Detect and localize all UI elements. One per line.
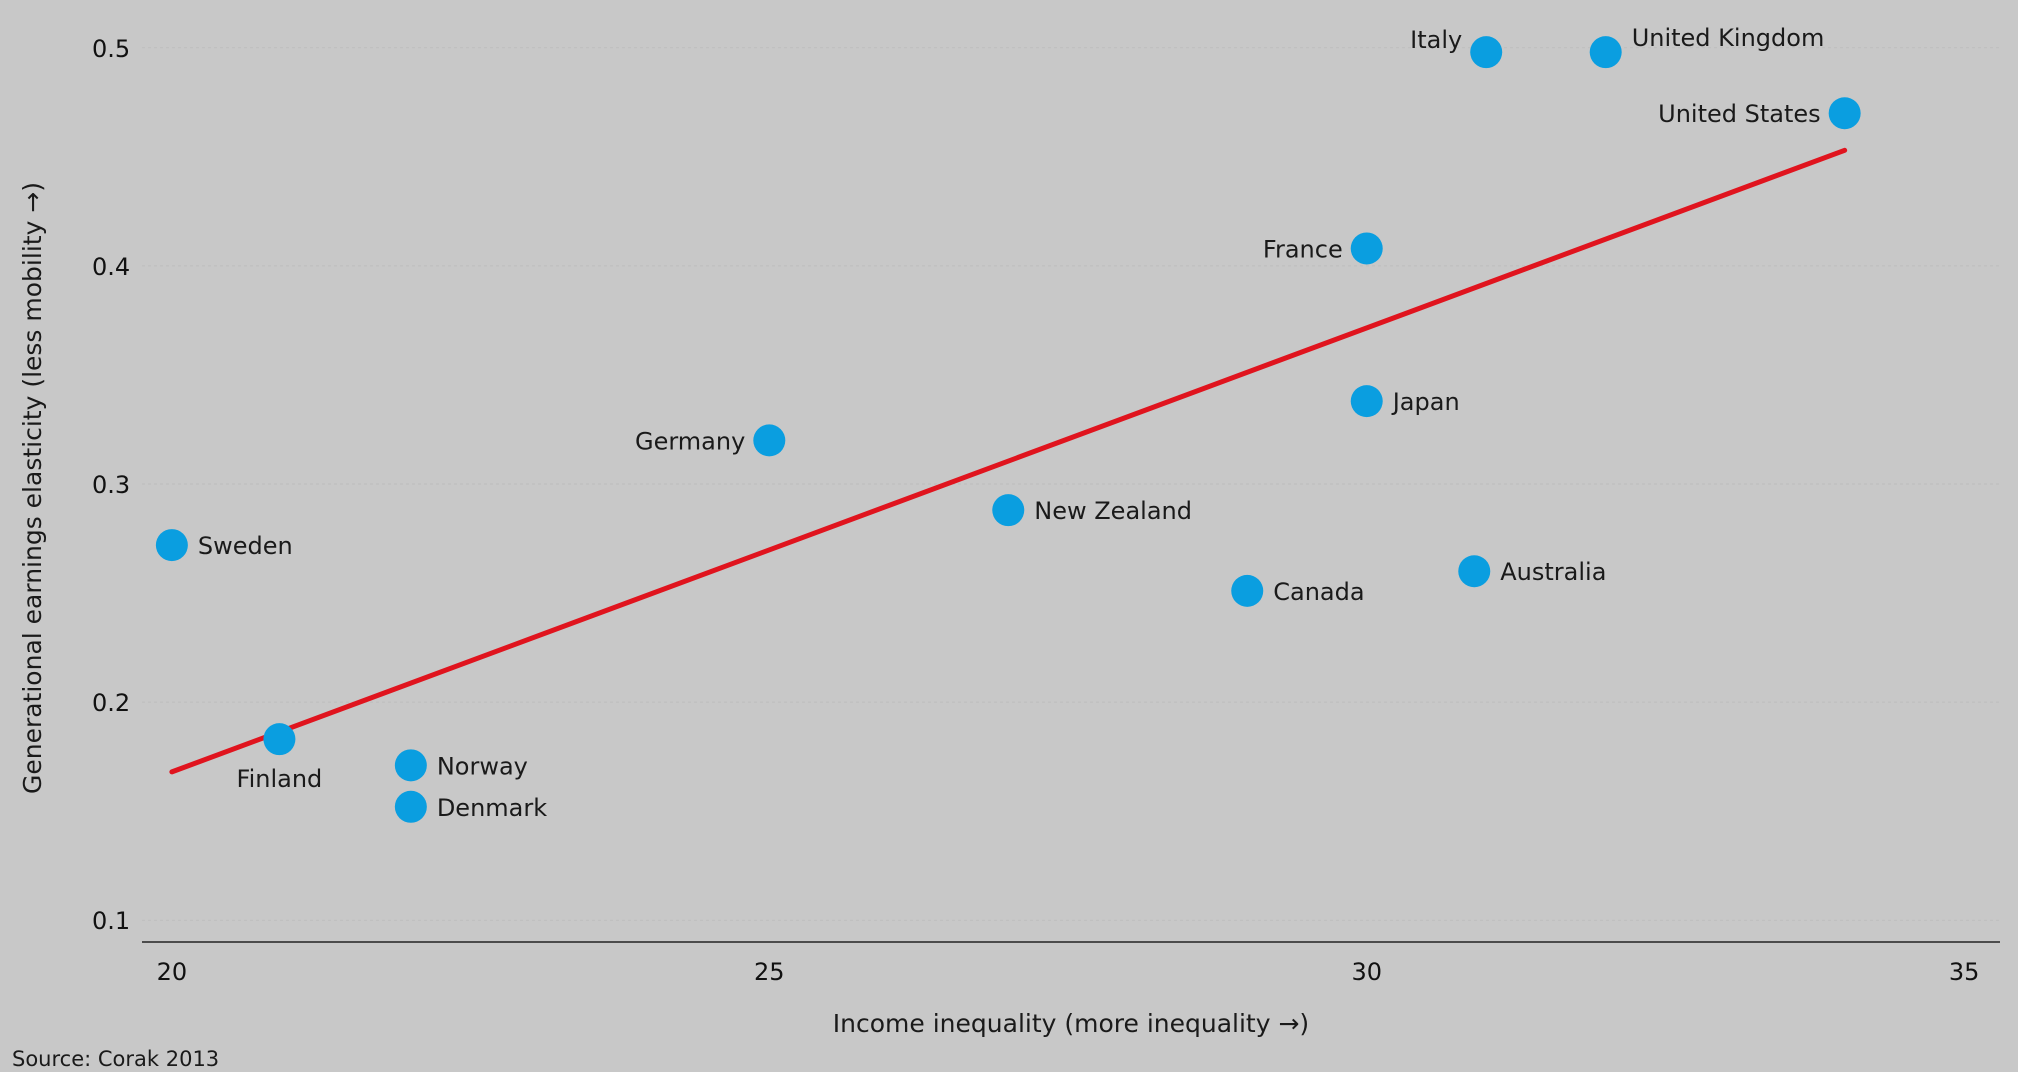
point-finland (263, 723, 296, 756)
point-japan (1350, 385, 1383, 418)
x-tick-labels: 20 25 30 35 (157, 958, 1980, 986)
y-tick-label: 0.1 (92, 907, 130, 935)
point-denmark (394, 790, 427, 823)
point-label-united-kingdom: United Kingdom (1632, 24, 1825, 52)
point-new-zealand (992, 494, 1025, 527)
point-label-japan: Japan (1391, 388, 1460, 416)
point-label-germany: Germany (635, 427, 745, 455)
y-tick-label: 0.5 (92, 35, 130, 63)
point-united-states (1828, 97, 1861, 130)
point-label-italy: Italy (1410, 26, 1462, 54)
point-france (1350, 232, 1383, 265)
point-sweden (155, 529, 188, 562)
point-label-norway: Norway (437, 752, 528, 780)
y-tick-labels: 0.1 0.2 0.3 0.4 0.5 (92, 35, 130, 935)
point-label-france: France (1263, 235, 1343, 263)
y-tick-label: 0.2 (92, 689, 130, 717)
point-label-canada: Canada (1273, 578, 1364, 606)
x-tick-label: 20 (157, 958, 188, 986)
y-tick-label: 0.4 (92, 253, 130, 281)
point-label-new-zealand: New Zealand (1034, 497, 1192, 525)
point-canada (1231, 574, 1264, 607)
y-axis-title: Generational earnings elasticity (less m… (18, 182, 47, 794)
y-tick-label: 0.3 (92, 471, 130, 499)
x-tick-label: 30 (1351, 958, 1382, 986)
point-australia (1458, 555, 1491, 588)
trend-line (169, 147, 1848, 775)
point-germany (753, 424, 786, 457)
x-tick-label: 25 (754, 958, 785, 986)
point-norway (394, 749, 427, 782)
point-italy (1470, 36, 1503, 69)
data-points (155, 36, 1861, 823)
point-label-australia: Australia (1500, 558, 1606, 586)
gridlines (142, 47, 2000, 921)
point-label-sweden: Sweden (198, 532, 293, 560)
point-label-united-states: United States (1658, 100, 1821, 128)
x-tick-label: 35 (1949, 958, 1980, 986)
point-label-finland: Finland (237, 765, 323, 793)
point-united-kingdom (1589, 36, 1622, 69)
point-label-denmark: Denmark (437, 794, 547, 822)
point-labels: Sweden Finland Norway Denmark Germany New Zea… (198, 24, 1824, 822)
source-note: Source: Corak 2013 (12, 1047, 219, 1071)
x-axis-title: Income inequality (more inequality →) (833, 1009, 1309, 1038)
